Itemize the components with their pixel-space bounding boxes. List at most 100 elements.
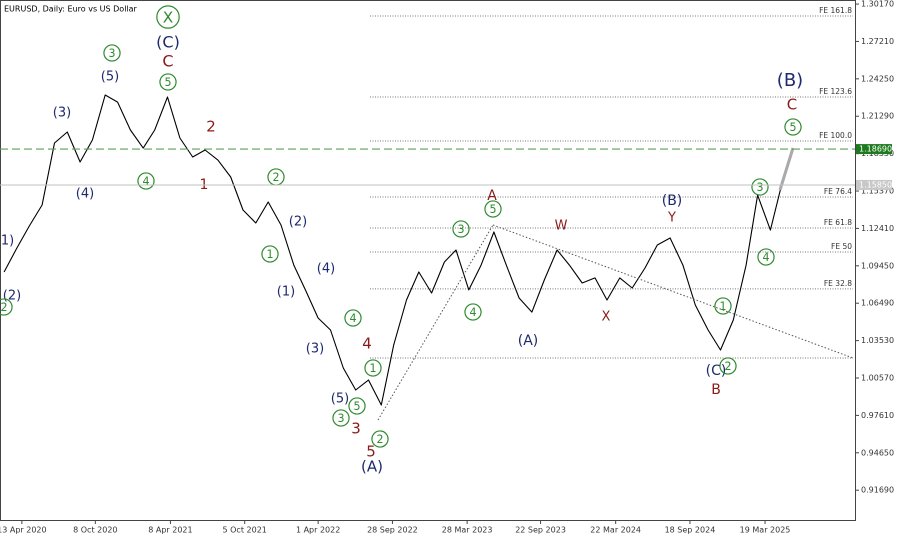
wave-label: Y [667, 211, 676, 226]
wave-label: 3 [457, 223, 464, 236]
fib-label: FE 32.8 [824, 279, 852, 288]
wave-label: B [711, 382, 721, 398]
trend-line [492, 224, 854, 359]
wave-label: 5 [789, 121, 796, 134]
wave-label: 2 [272, 171, 279, 184]
x-tick-label: 19 Mar 2025 [740, 526, 791, 535]
x-tick-label: 22 Mar 2024 [590, 526, 641, 535]
y-tick-label: 1.03530 [861, 336, 894, 345]
wave-label: (C) [706, 363, 727, 379]
wave-label: 4 [362, 335, 372, 353]
wave-label: 2 [0, 301, 7, 314]
y-tick-label: 0.97610 [861, 411, 894, 420]
wave-circle [751, 178, 769, 196]
wave-label: 5 [366, 443, 376, 461]
forecast-line [778, 147, 795, 191]
y-tick-label: 1.30170 [861, 0, 894, 9]
x-tick-label: 18 Sep 2024 [665, 526, 716, 535]
wave-circle [261, 245, 279, 263]
x-tick-label: 13 Apr 2020 [0, 526, 47, 535]
y-tick-label: 1.09450 [861, 261, 894, 270]
fib-label: FE 161.8 [819, 6, 852, 15]
wave-label: X [163, 9, 173, 27]
wave-circle [159, 73, 177, 91]
wave-label: C [787, 96, 797, 114]
y-tick-label: 0.94650 [861, 448, 894, 457]
wave-label: C [162, 52, 173, 71]
wave-label: 3 [108, 47, 115, 60]
fib-label: FE 50 [831, 242, 852, 251]
plot-frame [0, 0, 856, 521]
wave-label: (5) [331, 392, 349, 407]
wave-label: A [487, 188, 497, 204]
wave-circle [719, 357, 737, 375]
wave-label: (2) [289, 215, 307, 230]
wave-circle [452, 220, 470, 238]
wave-label: 4 [469, 306, 476, 319]
wave-label: 5 [164, 76, 171, 89]
wave-label: 3 [337, 412, 344, 425]
y-tick-label: 1.24250 [861, 74, 894, 83]
wave-label: 4 [349, 312, 356, 325]
wave-label: 3 [756, 181, 763, 194]
wave-label: 2 [376, 433, 383, 446]
price-tag [856, 144, 892, 155]
x-tick-label: 8 Apr 2021 [148, 526, 192, 535]
wave-label: (C) [156, 33, 180, 52]
wave-circle [156, 5, 180, 29]
wave-circle [364, 359, 382, 377]
trend-line [377, 224, 494, 421]
wave-circle [344, 309, 362, 327]
fib-label: FE 61.8 [824, 218, 852, 227]
wave-circle [137, 172, 155, 190]
wave-label: 3 [351, 420, 361, 438]
wave-label: 4 [762, 251, 769, 264]
y-tick-label: 1.12410 [861, 224, 894, 233]
wave-label: (4) [76, 187, 94, 202]
wave-label: 5 [489, 203, 496, 216]
wave-label: (5) [101, 70, 119, 85]
chart-title: EURUSD, Daily: Euro vs US Dollar [4, 5, 138, 14]
y-tick-label: 1.21290 [861, 112, 894, 121]
wave-label: (A) [361, 458, 383, 476]
wave-label: 5 [353, 400, 360, 413]
wave-label: W [555, 219, 568, 234]
fib-label: FE 76.4 [824, 187, 852, 196]
wave-circle [714, 297, 732, 315]
wave-label: (A) [518, 333, 539, 349]
wave-circle [348, 397, 366, 415]
x-tick-label: 28 Mar 2023 [442, 526, 493, 535]
fib-label: FE 123.6 [819, 87, 852, 96]
fib-label: FE 100.0 [819, 131, 852, 140]
wave-circle [784, 118, 802, 136]
y-tick-label: 1.00570 [861, 373, 894, 382]
x-tick-label: 22 Sep 2023 [515, 526, 566, 535]
x-tick-label: 28 Sep 2022 [367, 526, 418, 535]
wave-circle [484, 200, 502, 218]
wave-circle [0, 298, 13, 316]
wave-label: (B) [777, 70, 803, 91]
wave-label: 4 [142, 175, 149, 188]
wave-label: 1 [266, 248, 273, 261]
wave-circle [332, 409, 350, 427]
wave-circle [757, 248, 775, 266]
wave-circle [103, 44, 121, 62]
wave-label: 1 [719, 300, 726, 313]
wave-label: (4) [317, 262, 335, 277]
wave-label: (3) [53, 106, 71, 121]
wave-label: (1) [0, 234, 14, 249]
price-tag-label: 1.15850 [859, 180, 892, 189]
wave-label: (B) [662, 193, 683, 209]
y-tick-label: 1.15370 [861, 187, 894, 196]
price-tag [856, 179, 892, 190]
wave-label: (1) [277, 285, 295, 300]
wave-label: X [602, 310, 611, 325]
y-tick-label: 0.91690 [861, 486, 894, 495]
price-line-series [3, 94, 784, 406]
price-tag-label: 1.18690 [859, 145, 892, 154]
wave-label: 2 [206, 118, 216, 136]
wave-label: (3) [306, 342, 324, 357]
y-tick-label: 1.27210 [861, 37, 894, 46]
wave-label: 2 [724, 360, 731, 373]
wave-label: 1 [369, 362, 376, 375]
